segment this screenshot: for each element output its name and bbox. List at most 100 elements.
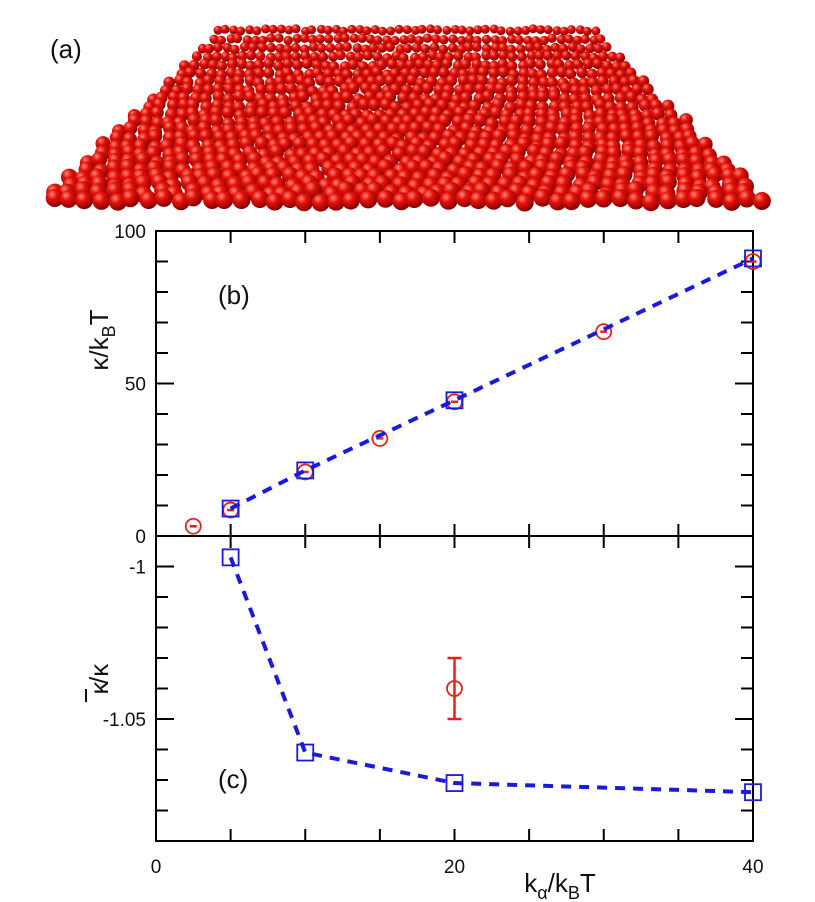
membrane-sphere: [561, 50, 572, 61]
membrane-sphere: [596, 67, 608, 79]
membrane-sphere: [638, 99, 652, 112]
data-point-circle: [595, 323, 613, 341]
membrane-sphere: [252, 26, 262, 36]
membrane-sphere: [547, 33, 557, 43]
membrane-sphere: [397, 91, 410, 105]
membrane-sphere: [535, 59, 546, 70]
membrane-sphere: [221, 106, 235, 120]
membrane-sphere: [195, 67, 207, 80]
membrane-sphere: [274, 33, 284, 43]
data-point-square: [744, 249, 762, 268]
membrane-sphere: [419, 67, 431, 79]
membrane-sphere: [526, 50, 538, 61]
membrane-sphere: [497, 58, 509, 70]
membrane-sphere: [385, 42, 395, 52]
membrane-sphere: [282, 44, 293, 55]
membrane-sphere: [45, 189, 64, 207]
membrane-sphere: [542, 50, 554, 61]
membrane-sphere: [315, 34, 325, 44]
membrane-sphere: [463, 42, 474, 52]
membrane-sphere: [322, 68, 335, 80]
membrane-sphere: [315, 74, 327, 86]
membrane-sphere: [441, 58, 453, 69]
membrane-sphere: [265, 83, 278, 96]
membrane-sphere: [209, 34, 219, 44]
membrane-sphere: [362, 50, 373, 61]
membrane-sphere: [147, 129, 163, 144]
membrane-sphere: [489, 50, 500, 61]
membrane-sphere: [187, 113, 202, 127]
membrane-sphere: [365, 34, 376, 44]
membrane-sphere: [737, 189, 756, 208]
membrane-sphere: [465, 34, 475, 44]
y-tick-label: 0: [135, 527, 146, 548]
membrane-sphere: [590, 84, 603, 97]
membrane-sphere: [232, 74, 245, 87]
membrane-sphere: [406, 74, 418, 86]
membrane-sphere: [506, 60, 518, 72]
membrane-sphere: [546, 67, 558, 79]
membrane-sphere: [311, 59, 323, 71]
membrane-sphere: [299, 33, 310, 43]
membrane-sphere: [659, 191, 677, 210]
membrane-sphere: [291, 24, 301, 34]
membrane-sphere: [421, 82, 434, 95]
membrane-sphere: [308, 42, 319, 52]
membrane-sphere: [278, 106, 292, 120]
membrane-sphere: [265, 192, 284, 211]
membrane-sphere: [428, 66, 440, 78]
membrane-sphere: [595, 34, 606, 44]
membrane-sphere: [515, 98, 528, 111]
membrane-sphere: [404, 59, 416, 71]
membrane-sphere: [674, 190, 693, 209]
membrane-sphere: [283, 35, 293, 46]
membrane-sphere: [304, 181, 322, 199]
membrane-sphere: [570, 51, 581, 62]
membrane-sphere: [223, 83, 236, 96]
membrane-sphere: [268, 143, 285, 160]
membrane-sphere: [534, 50, 545, 61]
membrane-sphere: [460, 58, 471, 70]
x-tick-label: 40: [742, 857, 763, 878]
membrane-sphere: [564, 60, 575, 71]
membrane-sphere: [220, 24, 230, 34]
membrane-sphere: [275, 43, 286, 54]
membrane-sphere: [139, 191, 158, 209]
membrane-sphere: [593, 43, 604, 54]
membrane-sphere: [457, 25, 467, 35]
membrane-sphere: [257, 42, 268, 53]
membrane-sphere: [477, 66, 489, 78]
membrane-sphere: [216, 60, 228, 72]
membrane-sphere: [438, 44, 449, 55]
panel-b-frame: [155, 230, 754, 537]
membrane-sphere: [402, 25, 412, 35]
membrane-sphere: [438, 67, 450, 79]
membrane-sphere: [442, 25, 452, 35]
membrane-sphere: [229, 44, 240, 55]
membrane-sphere: [357, 97, 371, 111]
membrane-sphere: [481, 89, 495, 103]
membrane-sphere: [488, 67, 500, 79]
membrane-sphere: [263, 58, 275, 69]
membrane-sphere: [467, 74, 480, 86]
svg-text:κ/kBT: κ/kBT: [84, 309, 119, 370]
membrane-sphere: [506, 74, 518, 87]
membrane-sphere: [421, 120, 436, 135]
membrane-sphere: [121, 189, 140, 208]
membrane-sphere: [420, 44, 430, 54]
membrane-sphere: [406, 34, 416, 44]
membrane-sphere: [275, 83, 288, 95]
membrane-sphere: [244, 90, 257, 103]
membrane-sphere: [455, 189, 474, 208]
membrane-sphere: [282, 58, 294, 70]
membrane-sphere: [536, 25, 545, 35]
membrane-sphere: [414, 58, 426, 70]
membrane-sphere: [75, 191, 94, 210]
membrane-sphere: [515, 193, 534, 212]
membrane-sphere: [521, 25, 531, 35]
membrane-sphere: [457, 74, 470, 87]
membrane-sphere: [335, 50, 346, 61]
membrane-sphere: [333, 33, 343, 44]
membrane-sphere: [456, 35, 467, 46]
membrane-sphere: [586, 68, 598, 80]
